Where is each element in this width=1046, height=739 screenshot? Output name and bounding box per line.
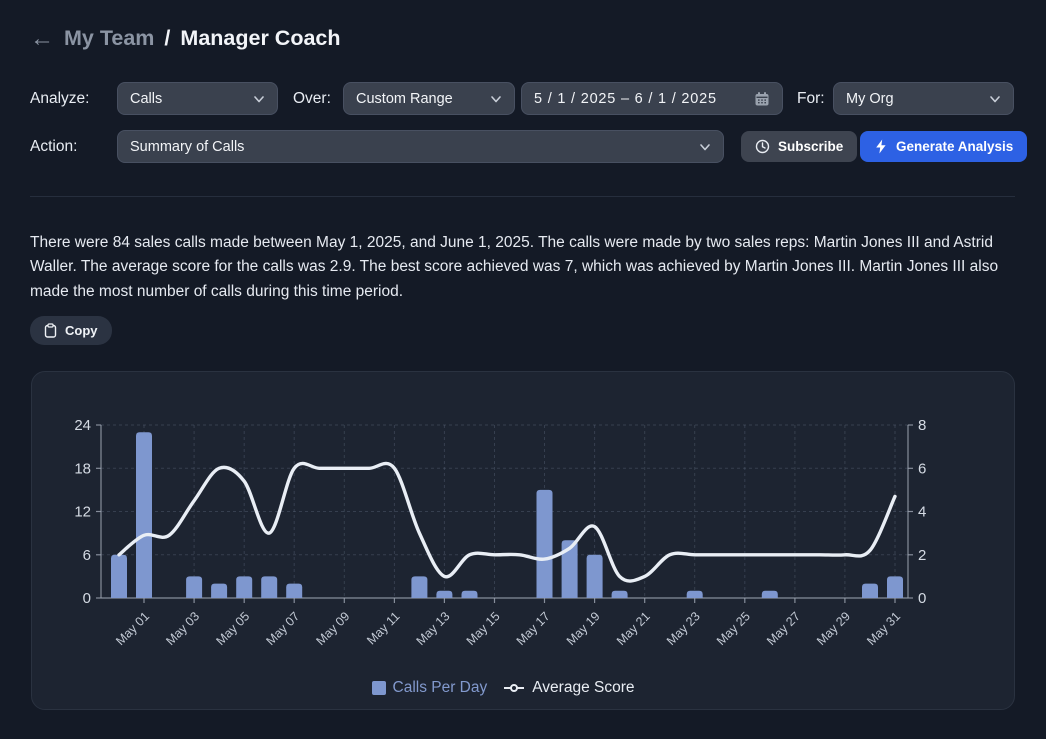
analysis-summary-text: There were 84 sales calls made between M… — [30, 234, 999, 300]
svg-text:6: 6 — [83, 547, 91, 564]
for-select-value: My Org — [846, 90, 894, 107]
page-title: Manager Coach — [180, 26, 341, 50]
svg-text:0: 0 — [918, 590, 926, 607]
svg-text:May 29: May 29 — [814, 609, 853, 648]
svg-text:May 05: May 05 — [213, 609, 252, 648]
svg-text:May 19: May 19 — [564, 609, 603, 648]
date-range-value: 5 / 1 / 2025 – 6 / 1 / 2025 — [534, 90, 717, 107]
svg-text:May 11: May 11 — [364, 609, 402, 647]
analyze-select-value: Calls — [130, 90, 163, 107]
svg-text:May 25: May 25 — [714, 609, 753, 648]
copy-button[interactable]: Copy — [30, 316, 112, 345]
calendar-icon[interactable] — [754, 91, 770, 107]
svg-text:8: 8 — [918, 417, 926, 434]
svg-text:May 07: May 07 — [263, 609, 302, 648]
svg-text:May 01: May 01 — [113, 609, 152, 648]
bar-series-swatch-icon — [371, 681, 386, 695]
generate-analysis-button[interactable]: Generate Analysis — [860, 131, 1028, 162]
action-select-value: Summary of Calls — [130, 138, 245, 155]
breadcrumb-my-team[interactable]: My Team — [64, 26, 155, 50]
chevron-down-icon — [699, 141, 711, 153]
svg-text:0: 0 — [83, 590, 91, 607]
chevron-down-icon — [253, 93, 265, 105]
chevron-down-icon — [490, 93, 502, 105]
generate-analysis-label: Generate Analysis — [896, 139, 1014, 154]
svg-text:May 31: May 31 — [864, 609, 903, 648]
copy-label: Copy — [65, 323, 98, 338]
breadcrumb: ← My Team / Manager Coach — [30, 26, 341, 51]
legend-item-calls-per-day[interactable]: Calls Per Day — [371, 679, 488, 697]
lightning-bolt-icon — [874, 139, 888, 154]
svg-text:2: 2 — [918, 547, 926, 564]
for-select[interactable]: My Org — [833, 82, 1014, 115]
back-arrow-icon[interactable]: ← — [30, 24, 54, 52]
svg-text:May 23: May 23 — [664, 609, 703, 648]
svg-text:May 21: May 21 — [614, 609, 653, 648]
calls-chart-card: May 01 May 03 May 05 May 07 May 09 May 11 May … — [31, 371, 1015, 710]
over-select[interactable]: Custom Range — [343, 82, 515, 115]
svg-text:May 13: May 13 — [414, 609, 453, 648]
action-select[interactable]: Summary of Calls — [117, 130, 724, 163]
analyze-select[interactable]: Calls — [117, 82, 278, 115]
svg-text:4: 4 — [918, 504, 926, 521]
breadcrumb-separator: / — [164, 26, 171, 50]
chart-legend: Calls Per Day Average Score — [32, 679, 974, 697]
legend-score-label: Average Score — [532, 679, 635, 696]
svg-text:24: 24 — [74, 417, 91, 434]
action-label: Action: — [30, 138, 78, 155]
clipboard-icon — [44, 323, 57, 338]
svg-text:12: 12 — [74, 504, 91, 521]
analyze-label: Analyze: — [30, 90, 90, 107]
svg-text:May 27: May 27 — [764, 609, 803, 648]
clock-icon — [755, 139, 770, 154]
svg-text:May 15: May 15 — [464, 609, 503, 648]
over-select-value: Custom Range — [356, 90, 453, 107]
svg-text:May 09: May 09 — [314, 609, 353, 648]
legend-item-average-score[interactable]: Average Score — [503, 679, 635, 697]
over-label: Over: — [293, 90, 331, 107]
calls-average-score-chart: May 01 May 03 May 05 May 07 May 09 May 11 May … — [74, 417, 926, 648]
svg-text:May 03: May 03 — [163, 609, 202, 648]
subscribe-button[interactable]: Subscribe — [741, 131, 858, 162]
subscribe-label: Subscribe — [778, 139, 844, 154]
svg-text:May 17: May 17 — [514, 609, 553, 648]
section-divider — [30, 196, 1015, 197]
line-series-swatch-icon — [503, 683, 525, 693]
legend-calls-label: Calls Per Day — [392, 679, 488, 696]
for-label: For: — [797, 90, 825, 107]
svg-text:18: 18 — [74, 460, 91, 477]
chevron-down-icon — [989, 93, 1001, 105]
svg-text:6: 6 — [918, 460, 926, 477]
date-range-input[interactable]: 5 / 1 / 2025 – 6 / 1 / 2025 — [521, 82, 783, 115]
